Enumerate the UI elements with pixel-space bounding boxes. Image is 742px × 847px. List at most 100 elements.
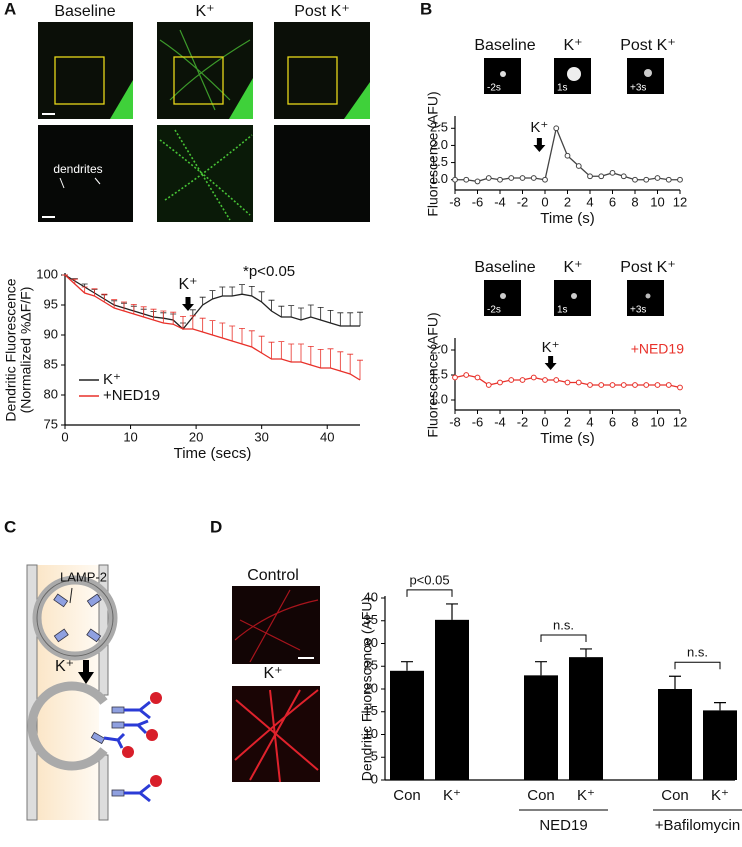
data-point (452, 374, 458, 381)
data-point (474, 374, 481, 381)
error-bar (401, 661, 413, 671)
error-bar (248, 330, 255, 347)
time-stamp: 1s (557, 83, 568, 94)
error-bar (239, 328, 245, 344)
data-point (643, 382, 650, 388)
x-tick-label: 6 (609, 414, 616, 429)
x-tick-label: 12 (673, 194, 687, 209)
arrow (182, 297, 194, 311)
data-point (497, 176, 503, 183)
error-bar (288, 343, 295, 362)
error-bar (209, 320, 216, 335)
roi-box (54, 56, 105, 105)
antibody (103, 700, 151, 803)
x-tick-label: 12 (673, 414, 687, 429)
error-bar (248, 286, 255, 296)
y-tick-label: 20 (364, 680, 378, 695)
data-point (508, 175, 515, 181)
data-point (485, 382, 492, 388)
error-bar (298, 343, 304, 362)
error-bar (180, 316, 186, 329)
data-point (609, 382, 616, 388)
bar (658, 689, 692, 780)
x-tick-label: -4 (494, 414, 506, 429)
y-tick-label: 90 (44, 326, 58, 341)
x-tick-label: 6 (609, 194, 616, 209)
time-stamp: 1s (557, 305, 568, 316)
error-bar (121, 301, 127, 311)
x-tick-label: -2 (517, 414, 529, 429)
fluorophore (122, 692, 162, 787)
y-tick-label: 1.0 (430, 171, 448, 186)
micrograph (38, 125, 133, 222)
x-tick-label: -6 (472, 194, 484, 209)
panel-a-images: Baseline K⁺ Post K⁺ dendrites (38, 3, 370, 222)
image-label: Post K⁺ (620, 37, 676, 54)
time-stamp: -2s (487, 83, 501, 94)
data-point (665, 176, 672, 183)
x-tick-label: 10 (123, 429, 137, 444)
y-tick-label: 1.5 (430, 154, 448, 169)
arrow (533, 138, 546, 152)
x-tick-label: 2 (564, 194, 571, 209)
error-bar (307, 304, 314, 317)
x-tick-label: 2 (564, 414, 571, 429)
y-tick-label: 0 (371, 771, 378, 786)
data-point (519, 175, 526, 181)
image-label: Post K⁺ (620, 259, 676, 276)
image-label: Baseline (474, 37, 535, 54)
cell-body (344, 82, 370, 119)
lamp2-protein (53, 593, 125, 797)
y-tick-label: 2.5 (430, 120, 448, 135)
data-point (620, 173, 627, 180)
data-point (587, 173, 593, 180)
data-point (598, 382, 605, 388)
y-axis-label: Dendritic Fluorescence (3, 278, 19, 421)
data-point (497, 379, 503, 386)
image-label: K⁺ (195, 3, 214, 20)
y-tick-label: 15 (364, 703, 378, 718)
y-tick-label: 1.0 (430, 391, 448, 406)
data-point (564, 152, 571, 159)
panel-b-images: Baseline K⁺ Post K⁺ -2s 1s +3s Baseline … (474, 37, 676, 316)
error-bar (446, 603, 458, 620)
data-point (575, 379, 582, 386)
error-bar (669, 675, 681, 689)
lysosome (36, 579, 114, 657)
puncta (567, 67, 581, 81)
error-bar (357, 311, 363, 326)
x-tick-label: K⁺ (577, 787, 595, 804)
error-bar (229, 325, 236, 341)
image-label: Post K⁺ (294, 3, 350, 20)
significance-bracket (674, 661, 721, 670)
y-axis-label: Dendritic Fluorescence (AFU) (359, 597, 375, 781)
x-tick-label: 20 (189, 429, 203, 444)
data-point (632, 176, 638, 183)
image-annotation: dendrites (53, 162, 102, 176)
puncta (571, 293, 577, 299)
error-bar (219, 286, 226, 296)
panel-label: D (210, 517, 222, 536)
x-tick-label: 4 (586, 194, 593, 209)
x-axis-label: Time (secs) (174, 445, 252, 462)
image-label: K⁺ (263, 665, 282, 682)
error-bar (327, 348, 334, 368)
error-bar (298, 307, 304, 320)
error-bar (81, 283, 88, 287)
error-bar (239, 284, 245, 295)
legend-label: K⁺ (103, 371, 121, 388)
error-bar (317, 349, 324, 368)
error-bar (278, 341, 285, 359)
significance-label: n.s. (687, 645, 708, 660)
x-tick-label: -2 (517, 194, 529, 209)
bar (524, 675, 558, 780)
error-bar (580, 648, 592, 658)
y-tick-label: 10 (364, 726, 378, 741)
data-point (620, 382, 627, 388)
data-point (609, 169, 616, 176)
error-bar (140, 306, 147, 317)
error-bar (337, 312, 344, 326)
data-point (530, 374, 537, 381)
data-point (485, 175, 492, 181)
